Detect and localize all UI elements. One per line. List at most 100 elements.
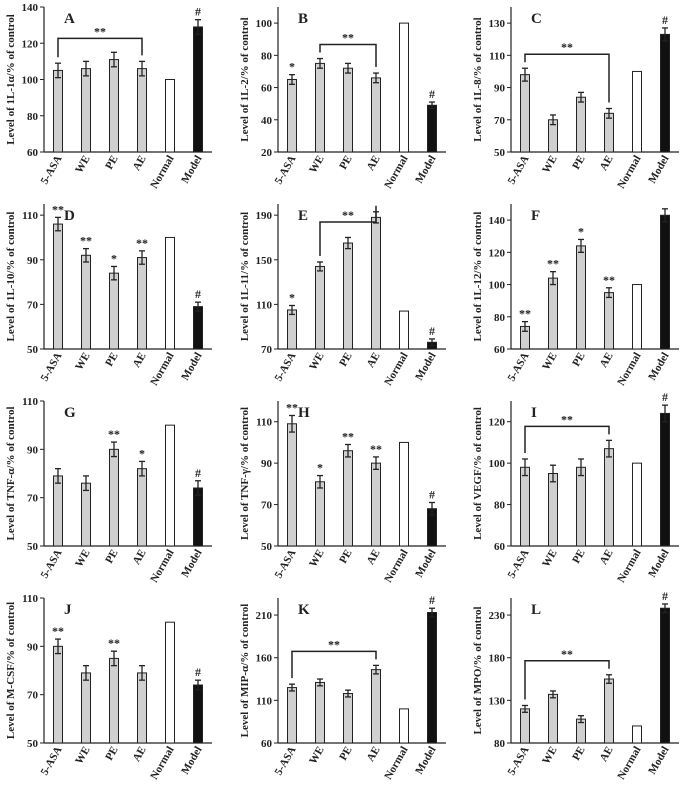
- category-label: Normal: [148, 154, 176, 191]
- y-tick-label: 90: [27, 255, 39, 267]
- chart-panel-g: 50 70 90 110 Level of TNF-α/% of control G 5-A…: [5, 396, 212, 585]
- significance-mark: #: [429, 593, 435, 607]
- y-tick-label: 230: [489, 610, 506, 622]
- chart-panel-c: 50 70 90 110 130 Level of 1L-8/% of control C 5…: [472, 7, 679, 191]
- significance-mark: **: [547, 257, 559, 271]
- bar-normal: [632, 70, 642, 153]
- bar-we: [81, 672, 91, 744]
- y-tick-label: 80: [261, 50, 273, 62]
- y-tick-label: 70: [27, 299, 39, 311]
- category-label: PE: [337, 154, 354, 172]
- chart-panel-e: 70 110 150 190 Level of 1L-11/% of control E *…: [239, 204, 446, 388]
- y-axis-label: Level of 1L-11/% of control: [239, 212, 251, 341]
- category-label: Model: [646, 548, 671, 580]
- category-label: 5-ASA: [273, 744, 299, 777]
- bar-we: [548, 693, 558, 744]
- y-tick-label: 70: [494, 115, 506, 127]
- significance-mark: #: [195, 5, 201, 19]
- category-label: AE: [131, 351, 149, 370]
- category-label: 5-ASA: [506, 547, 532, 580]
- category-label: WE: [307, 745, 327, 767]
- significance-mark: **: [80, 234, 92, 248]
- category-label: Normal: [382, 154, 410, 191]
- bar-pe: [576, 466, 586, 547]
- panel-letter: F: [531, 208, 540, 224]
- significance-mark: #: [429, 87, 435, 101]
- y-tick-label: 50: [27, 738, 39, 750]
- y-tick-label: 110: [256, 417, 272, 429]
- significance-mark: #: [429, 488, 435, 502]
- bar-pe: [576, 245, 586, 350]
- bar-normal: [632, 462, 642, 547]
- bar-normal: [165, 424, 175, 547]
- bracket-label: **: [328, 637, 340, 651]
- category-label: PE: [103, 745, 120, 763]
- bar-5-asa: [287, 423, 297, 547]
- panel-letter: J: [64, 602, 72, 618]
- bar-ae: [604, 112, 614, 153]
- bar-model: [193, 26, 203, 153]
- bar-we: [315, 681, 325, 744]
- panel-letter: D: [64, 208, 75, 224]
- bar-model: [427, 104, 437, 153]
- y-tick-label: 60: [261, 738, 273, 750]
- category-label: AE: [131, 745, 149, 764]
- bar-pe: [343, 450, 353, 547]
- category-label: WE: [307, 154, 327, 176]
- category-label: Model: [413, 351, 438, 383]
- bar-5-asa: [53, 645, 63, 744]
- bar-ae: [371, 669, 381, 744]
- bar-5-asa: [287, 309, 297, 350]
- bar-we: [548, 473, 558, 547]
- category-label: 5-ASA: [39, 744, 65, 777]
- comparison-bracket: [524, 425, 610, 453]
- y-axis-label: Level of 1L-12/% of control: [472, 212, 484, 342]
- panel-letter: H: [298, 405, 310, 421]
- y-axis-label: Level of 1L-10/% of control: [5, 212, 17, 342]
- category-label: 5-ASA: [506, 744, 532, 777]
- bar-5-asa: [53, 69, 63, 153]
- y-axis-label: Level of TNF-γ/% of control: [239, 407, 251, 540]
- significance-mark: *: [289, 291, 295, 305]
- significance-mark: *: [289, 60, 295, 74]
- comparison-bracket: [57, 37, 143, 58]
- significance-mark: #: [195, 466, 201, 480]
- category-label: AE: [365, 154, 383, 173]
- y-axis-label: Level of 1L-8/% of control: [472, 17, 484, 141]
- category-label: PE: [103, 154, 120, 172]
- y-tick-label: 50: [27, 541, 39, 553]
- significance-mark: #: [429, 324, 435, 338]
- bracket-label: **: [561, 412, 573, 426]
- bar-ae: [604, 292, 614, 350]
- significance-mark: #: [662, 589, 668, 603]
- y-tick-label: 120: [22, 38, 39, 50]
- y-tick-label: 50: [494, 147, 506, 159]
- y-tick-label: 110: [22, 593, 38, 605]
- panel-letter: E: [298, 208, 308, 224]
- bar-we: [81, 68, 91, 153]
- bar-model: [660, 412, 670, 547]
- y-tick-label: 120: [489, 247, 506, 259]
- bar-pe: [109, 272, 119, 350]
- significance-mark: *: [578, 224, 584, 238]
- y-tick-label: 90: [261, 458, 273, 470]
- bar-pe: [109, 59, 119, 153]
- significance-mark: *: [317, 461, 323, 475]
- y-axis-label: Level of MPO/% of control: [472, 606, 484, 734]
- bar-ae: [371, 216, 381, 350]
- bar-normal: [165, 236, 175, 350]
- panel-letter: B: [298, 11, 308, 27]
- category-label: AE: [598, 548, 616, 567]
- bar-normal: [632, 284, 642, 350]
- y-tick-label: 70: [261, 500, 273, 512]
- y-tick-label: 60: [494, 344, 506, 356]
- significance-mark: **: [136, 236, 148, 250]
- y-tick-label: 150: [256, 255, 273, 267]
- category-label: WE: [73, 745, 93, 767]
- category-label: WE: [540, 154, 560, 176]
- y-tick-label: 140: [22, 2, 39, 14]
- bar-ae: [137, 468, 147, 547]
- y-tick-label: 100: [256, 18, 273, 30]
- comparison-bracket: [524, 53, 610, 103]
